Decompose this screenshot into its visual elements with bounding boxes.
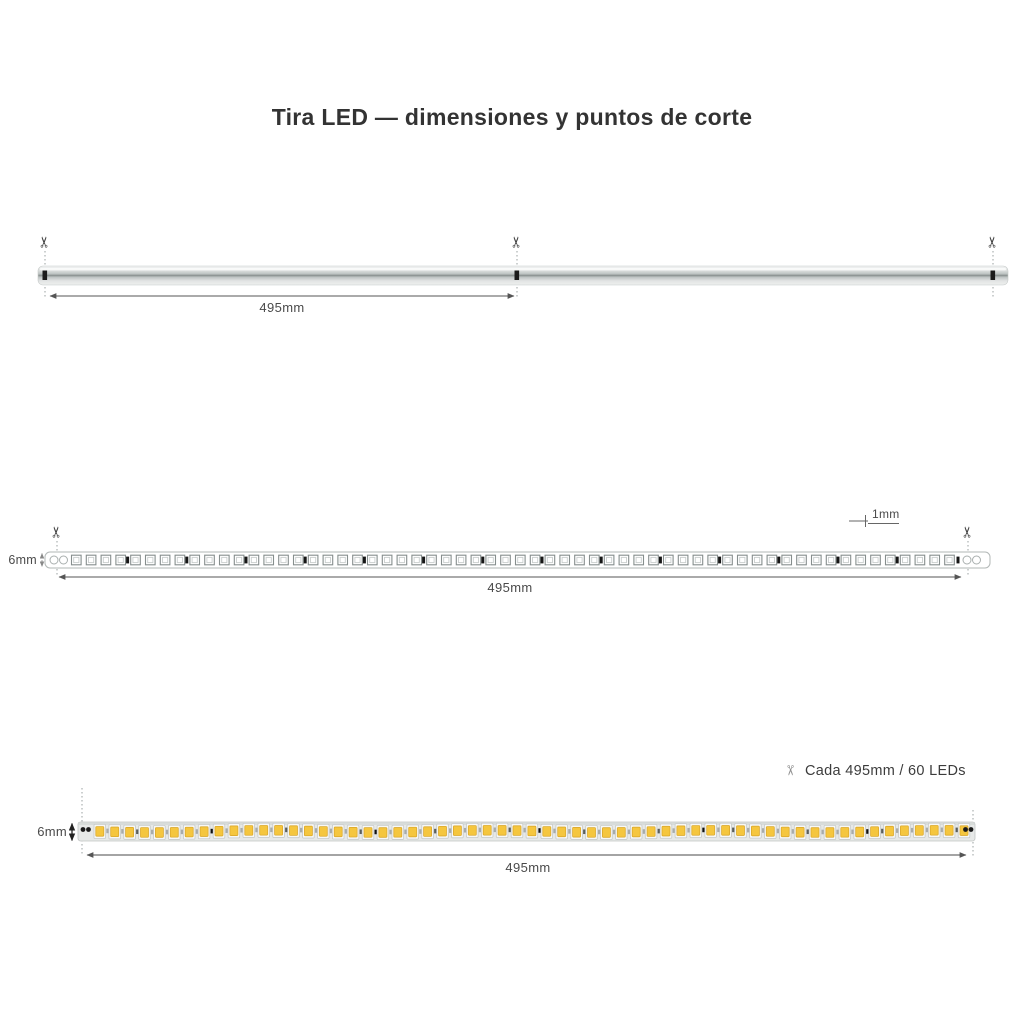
cut-note-text: Cada 495mm / 60 LEDs (805, 762, 966, 779)
side-cutmark-left (42, 270, 48, 280)
scissors-icon: ✂ (959, 525, 977, 539)
end-pad (80, 827, 86, 832)
end-pad (86, 827, 91, 832)
scissors-icon: ✂ (508, 235, 526, 249)
side-cutmark-right (990, 270, 996, 280)
scissors-icon: ✂ (782, 764, 799, 777)
wire-hole (962, 555, 972, 565)
end-pad (968, 827, 974, 832)
top-view-group (39, 515, 991, 580)
wire-hole (49, 555, 59, 565)
photo-strip-shade (78, 822, 975, 825)
end-pad (963, 827, 968, 832)
top-length-label: 495mm (487, 580, 533, 595)
photo-strip-leds (93, 822, 971, 840)
side-strip-body (37, 265, 1009, 286)
photo-view-group (68, 788, 976, 858)
solder-mark (956, 556, 960, 564)
top-strip-led-pads (70, 554, 955, 566)
page-title: Tira LED — dimensiones y puntos de corte (271, 104, 753, 130)
wire-hole (972, 555, 981, 565)
side-strip-highlight (40, 268, 1006, 271)
side-length-label: 495mm (259, 300, 305, 315)
cut-note: ✂ Cada 495mm / 60 LEDs (782, 762, 966, 779)
photo-length-label: 495mm (505, 860, 551, 875)
top-pitch-label: 1mm (872, 507, 900, 521)
scissors-icon: ✂ (984, 235, 1002, 249)
scissors-icon: ✂ (36, 235, 54, 249)
side-cutmark-mid (514, 270, 520, 280)
scissors-icon: ✂ (48, 525, 66, 539)
photo-height-label: 6mm (37, 824, 67, 839)
top-height-label: 6mm (8, 553, 37, 567)
wire-hole (59, 555, 68, 565)
side-view-group (37, 251, 1009, 299)
